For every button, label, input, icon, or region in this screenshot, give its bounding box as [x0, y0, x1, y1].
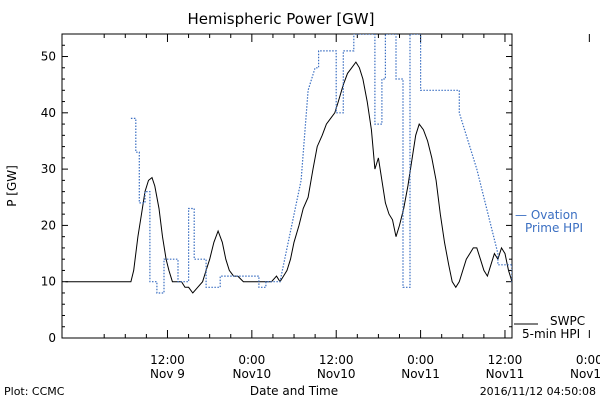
x-tick-time-label: 0:00: [238, 353, 265, 367]
plot-credit: Plot: CCMC: [4, 385, 65, 398]
y-tick-label: 10: [41, 275, 56, 289]
x-tick-date-label: Nov10: [232, 367, 271, 381]
y-tick-label: 0: [48, 331, 56, 345]
x-tick-date-label: Nov11: [486, 367, 525, 381]
legend-swpc-line-2: 5-min HPI: [522, 327, 580, 341]
x-tick-time-label: 12:00: [488, 353, 523, 367]
y-tick-label: 50: [41, 50, 56, 64]
swpc-hpi-line: [65, 61, 512, 294]
x-tick-date-label: Nov11: [401, 367, 440, 381]
x-axis-label: Date and Time: [250, 384, 338, 398]
y-tick-label: 40: [41, 106, 56, 120]
x-tick-time-label: 12:00: [150, 353, 185, 367]
series-layer: [65, 34, 512, 294]
legend-ovation-line-1: — Ovation: [515, 208, 578, 222]
chart-title: Hemispheric Power [GW]: [188, 10, 375, 28]
plot-timestamp: 2016/11/12 04:50:08: [480, 385, 596, 398]
ovation-prime-hpi-line: [130, 34, 512, 294]
y-axis-label: P [GW]: [5, 165, 19, 207]
y-tick-label: 30: [41, 162, 56, 176]
legend-ovation: — Ovation Prime HPI: [515, 208, 583, 235]
x-tick-time-label: 12:00: [319, 353, 354, 367]
x-tick-date-label: Nov 9: [150, 367, 185, 381]
legend-swpc: SWPC 5-min HPI: [514, 314, 585, 341]
x-tick-time-label: 0:00: [576, 353, 600, 367]
x-tick-time-label: 0:00: [407, 353, 434, 367]
plot-frame: [61, 33, 513, 339]
x-tick-date-label: Nov12: [570, 367, 600, 381]
y-tick-label: 20: [41, 218, 56, 232]
legend-ovation-line-2: Prime HPI: [525, 221, 583, 235]
x-tick-date-label: Nov10: [317, 367, 356, 381]
y-axis: 0 10 20 30 40 50: [41, 33, 512, 345]
legend-swpc-line-1: SWPC: [550, 314, 585, 328]
